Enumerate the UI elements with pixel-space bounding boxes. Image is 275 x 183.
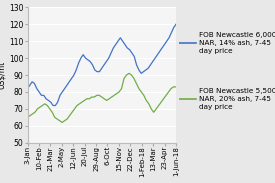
Text: FOB Newcastle 6,000
NAR, 14% ash, 7-45
day price: FOB Newcastle 6,000 NAR, 14% ash, 7-45 d… <box>199 32 275 54</box>
Y-axis label: US$/mt: US$/mt <box>0 61 6 89</box>
Text: FOB Newcastle 5,500
NAR, 20% ash, 7-45
day price: FOB Newcastle 5,500 NAR, 20% ash, 7-45 d… <box>199 88 275 110</box>
